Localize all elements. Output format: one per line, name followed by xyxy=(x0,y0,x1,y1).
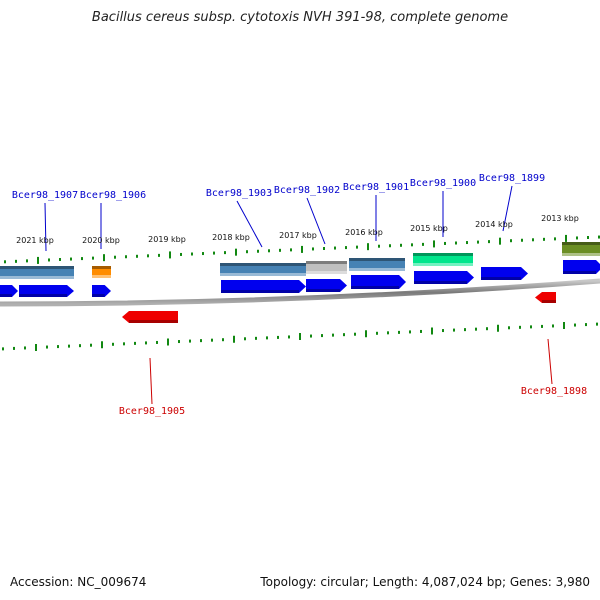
cds-forward-arrow[interactable] xyxy=(563,260,600,274)
kbp-ticks-inner xyxy=(2,322,598,351)
cds-reverse-arrow[interactable] xyxy=(535,292,556,303)
cds-forward-arrow[interactable] xyxy=(481,267,528,280)
gene-label-bcer98-1898[interactable]: Bcer98_1898 xyxy=(521,338,587,397)
gene-label-bcer98-1900[interactable]: Bcer98_1900 xyxy=(410,178,476,237)
gene-label-text: Bcer98_1902 xyxy=(274,185,340,196)
gene-label-text: Bcer98_1901 xyxy=(343,182,409,193)
kbp-label: 2021 kbp xyxy=(16,236,54,245)
kbp-label: 2017 kbp xyxy=(279,231,317,240)
gene-label-bcer98-1901[interactable]: Bcer98_1901 xyxy=(343,182,409,241)
kbp-label: 2018 kbp xyxy=(212,233,250,242)
gene-label-bcer98-1902[interactable]: Bcer98_1902 xyxy=(274,185,340,245)
leader-line xyxy=(44,202,47,252)
kbp-label: 2014 kbp xyxy=(475,220,513,229)
leader-line xyxy=(502,185,513,232)
gene-label-bcer98-1905[interactable]: Bcer98_1905 xyxy=(119,357,185,417)
cds-arrows xyxy=(0,260,600,323)
gene-label-bcer98-1899[interactable]: Bcer98_1899 xyxy=(479,173,545,232)
feature-bands xyxy=(0,242,600,279)
cds-reverse-arrow[interactable] xyxy=(122,311,178,323)
band-bcer98-1903[interactable] xyxy=(220,263,306,276)
gene-label-text: Bcer98_1906 xyxy=(80,190,146,201)
genome-backbone xyxy=(0,278,600,307)
gene-label-bcer98-1907[interactable]: Bcer98_1907 xyxy=(12,190,78,252)
accession-text: Accession: NC_009674 xyxy=(10,575,147,589)
leader-line xyxy=(149,357,153,405)
cds-forward-arrow[interactable] xyxy=(351,275,406,289)
cds-forward-arrow[interactable] xyxy=(19,285,74,297)
gene-label-text: Bcer98_1898 xyxy=(521,386,587,397)
kbp-label: 2019 kbp xyxy=(148,235,186,244)
gene-labels: Bcer98_1907 Bcer98_1906 Bcer98_1903 Bcer98_… xyxy=(12,173,587,417)
cds-forward-arrow[interactable] xyxy=(414,271,474,284)
cds-forward-arrow[interactable] xyxy=(0,285,18,297)
gene-label-text: Bcer98_1905 xyxy=(119,406,185,417)
kbp-ticks-outer xyxy=(4,234,600,264)
genome-title: Bacillus cereus subsp. cytotoxis NVH 391… xyxy=(91,10,509,25)
band-bcer98-1907[interactable] xyxy=(0,266,74,279)
topology-text: Topology: circular; Length: 4,087,024 bp… xyxy=(260,575,590,589)
kbp-labels: 2021 kbp 2020 kbp 2019 kbp 2018 kbp 2017 kbp… xyxy=(16,214,579,245)
leader-line xyxy=(547,338,553,385)
cds-forward-arrow[interactable] xyxy=(92,285,111,297)
band-bcer98-1900[interactable] xyxy=(413,253,473,266)
cds-forward-arrow[interactable] xyxy=(306,279,347,292)
gene-label-text: Bcer98_1903 xyxy=(206,188,272,199)
gene-label-bcer98-1903[interactable]: Bcer98_1903 xyxy=(206,188,272,248)
band-bcer98-1906[interactable] xyxy=(92,266,111,278)
gene-label-text: Bcer98_1907 xyxy=(12,190,78,201)
kbp-label: 2015 kbp xyxy=(410,224,448,233)
gene-label-text: Bcer98_1899 xyxy=(479,173,545,184)
leader-line xyxy=(236,200,263,248)
leader-line xyxy=(306,197,326,245)
band-bcer98-1898-adjacent[interactable] xyxy=(562,242,600,256)
band-bcer98-1901[interactable] xyxy=(349,258,405,271)
kbp-label: 2013 kbp xyxy=(541,214,579,223)
gene-label-text: Bcer98_1900 xyxy=(410,178,476,189)
cds-forward-arrow[interactable] xyxy=(221,280,306,293)
kbp-label: 2016 kbp xyxy=(345,228,383,237)
band-bcer98-1902[interactable] xyxy=(306,261,347,274)
gene-label-bcer98-1906[interactable]: Bcer98_1906 xyxy=(80,190,146,249)
kbp-label: 2020 kbp xyxy=(82,236,120,245)
